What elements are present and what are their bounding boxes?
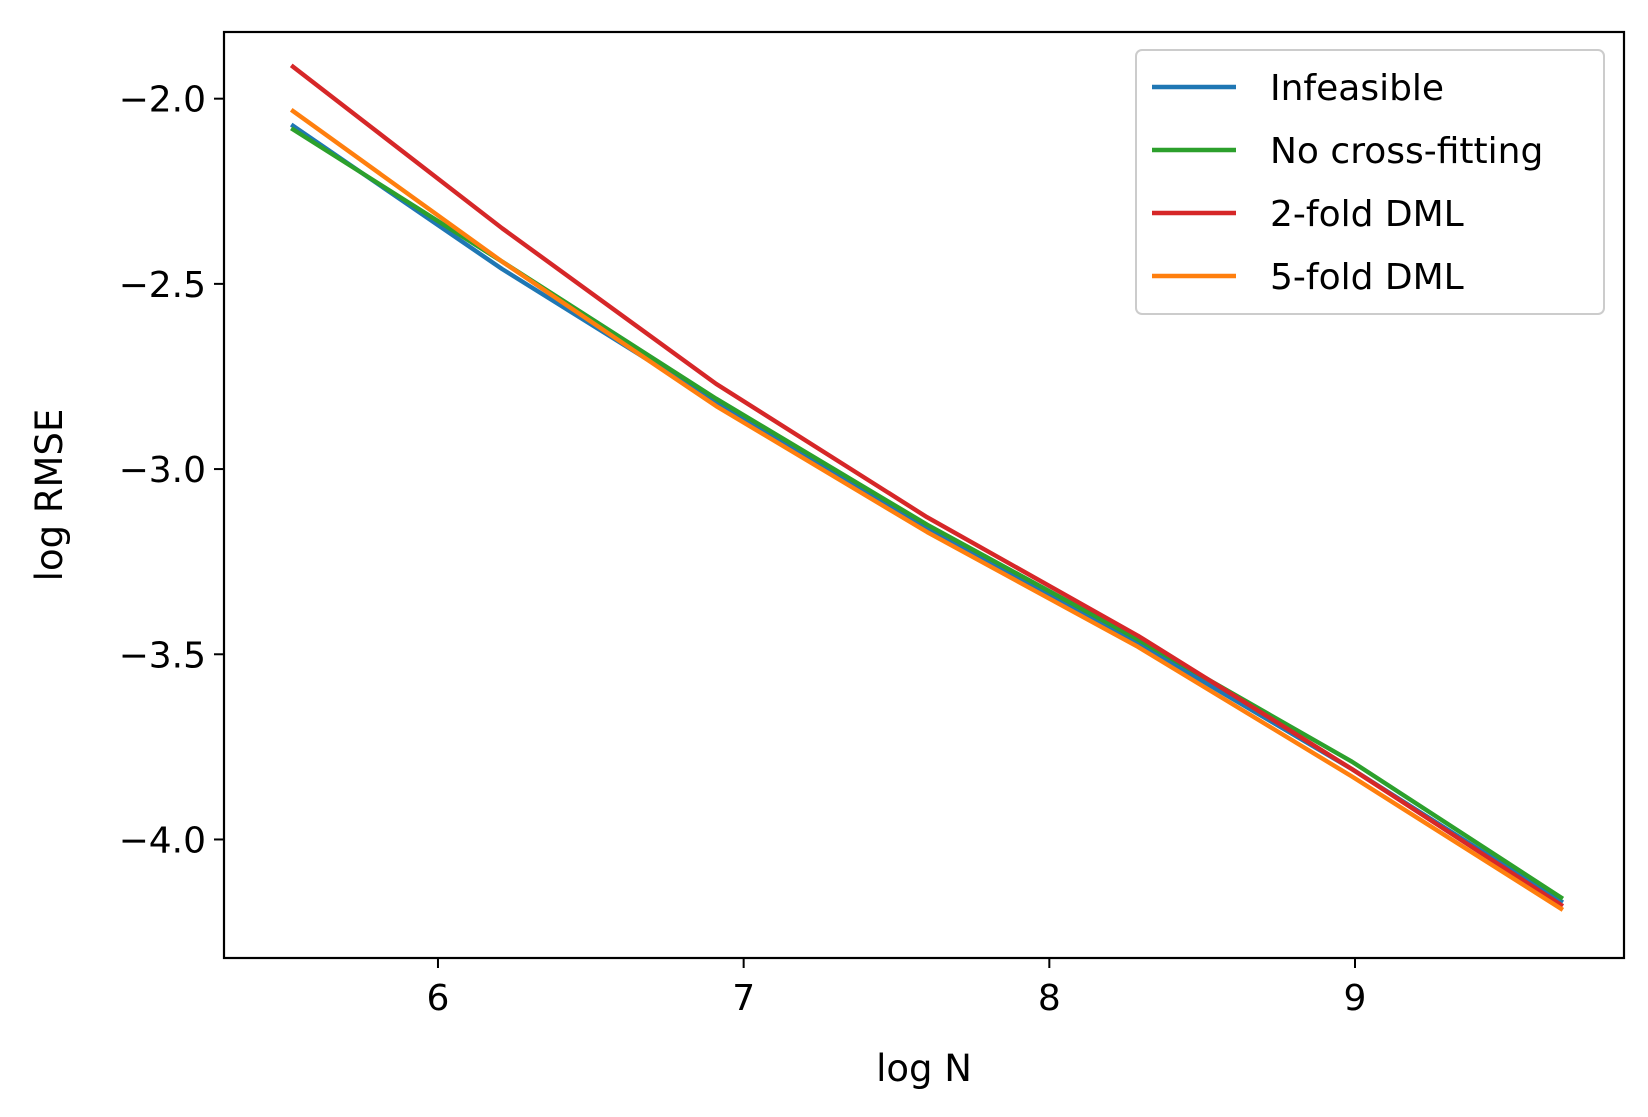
- legend-label: 5-fold DML: [1270, 257, 1464, 298]
- series-line-2: [289, 63, 1565, 908]
- y-tick-label: −3.5: [119, 635, 206, 676]
- legend-label: 2-fold DML: [1270, 194, 1464, 235]
- y-tick-label: −3.0: [119, 450, 206, 491]
- series-layer: [289, 63, 1565, 912]
- legend-label: Infeasible: [1270, 68, 1444, 109]
- plot-frame: [222, 30, 1626, 960]
- legend: Infeasible No cross-fitting 2-fold DML 5-fo…: [1135, 49, 1605, 315]
- legend-label: No cross-fitting: [1270, 131, 1543, 172]
- x-axis-ticks: 6 7 8 9: [427, 958, 1367, 1019]
- x-tick-label: 9: [1344, 978, 1367, 1019]
- x-tick-label: 7: [732, 978, 755, 1019]
- y-tick-label: −2.0: [119, 80, 206, 121]
- series-line-3: [289, 107, 1565, 912]
- x-tick-label: 6: [427, 978, 450, 1019]
- y-axis-label: log RMSE: [28, 409, 71, 582]
- x-axis-label: log N: [876, 1047, 972, 1090]
- y-axis-ticks: −2.0 −2.5 −3.0 −3.5 −4.0: [119, 80, 224, 861]
- y-tick-label: −2.5: [119, 265, 206, 306]
- legend-box: [1135, 49, 1605, 315]
- x-tick-label: 8: [1038, 978, 1061, 1019]
- y-tick-label: −4.0: [119, 820, 206, 861]
